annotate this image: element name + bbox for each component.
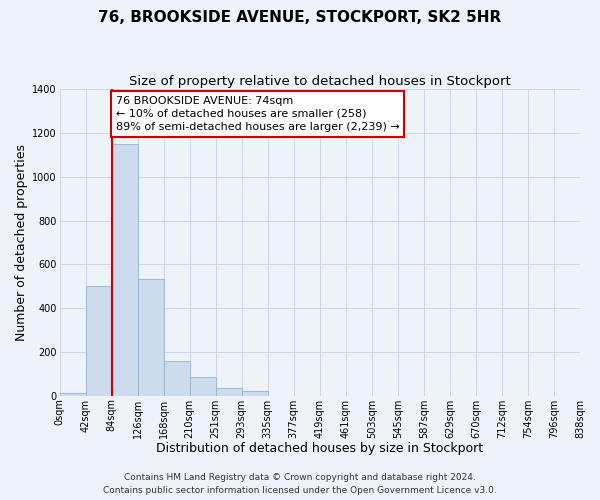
Text: Contains HM Land Registry data © Crown copyright and database right 2024.
Contai: Contains HM Land Registry data © Crown c… bbox=[103, 473, 497, 495]
Bar bbox=[112, 144, 137, 396]
Text: 76, BROOKSIDE AVENUE, STOCKPORT, SK2 5HR: 76, BROOKSIDE AVENUE, STOCKPORT, SK2 5HR bbox=[98, 10, 502, 25]
Text: 76 BROOKSIDE AVENUE: 74sqm
← 10% of detached houses are smaller (258)
89% of sem: 76 BROOKSIDE AVENUE: 74sqm ← 10% of deta… bbox=[116, 96, 399, 132]
Bar bbox=[215, 388, 242, 396]
Bar bbox=[59, 394, 86, 396]
X-axis label: Distribution of detached houses by size in Stockport: Distribution of detached houses by size … bbox=[156, 442, 484, 455]
Bar bbox=[86, 286, 112, 396]
Bar bbox=[164, 360, 190, 396]
Title: Size of property relative to detached houses in Stockport: Size of property relative to detached ho… bbox=[129, 75, 511, 88]
Bar bbox=[242, 392, 268, 396]
Bar bbox=[190, 377, 215, 396]
Y-axis label: Number of detached properties: Number of detached properties bbox=[15, 144, 28, 341]
Bar bbox=[137, 278, 164, 396]
